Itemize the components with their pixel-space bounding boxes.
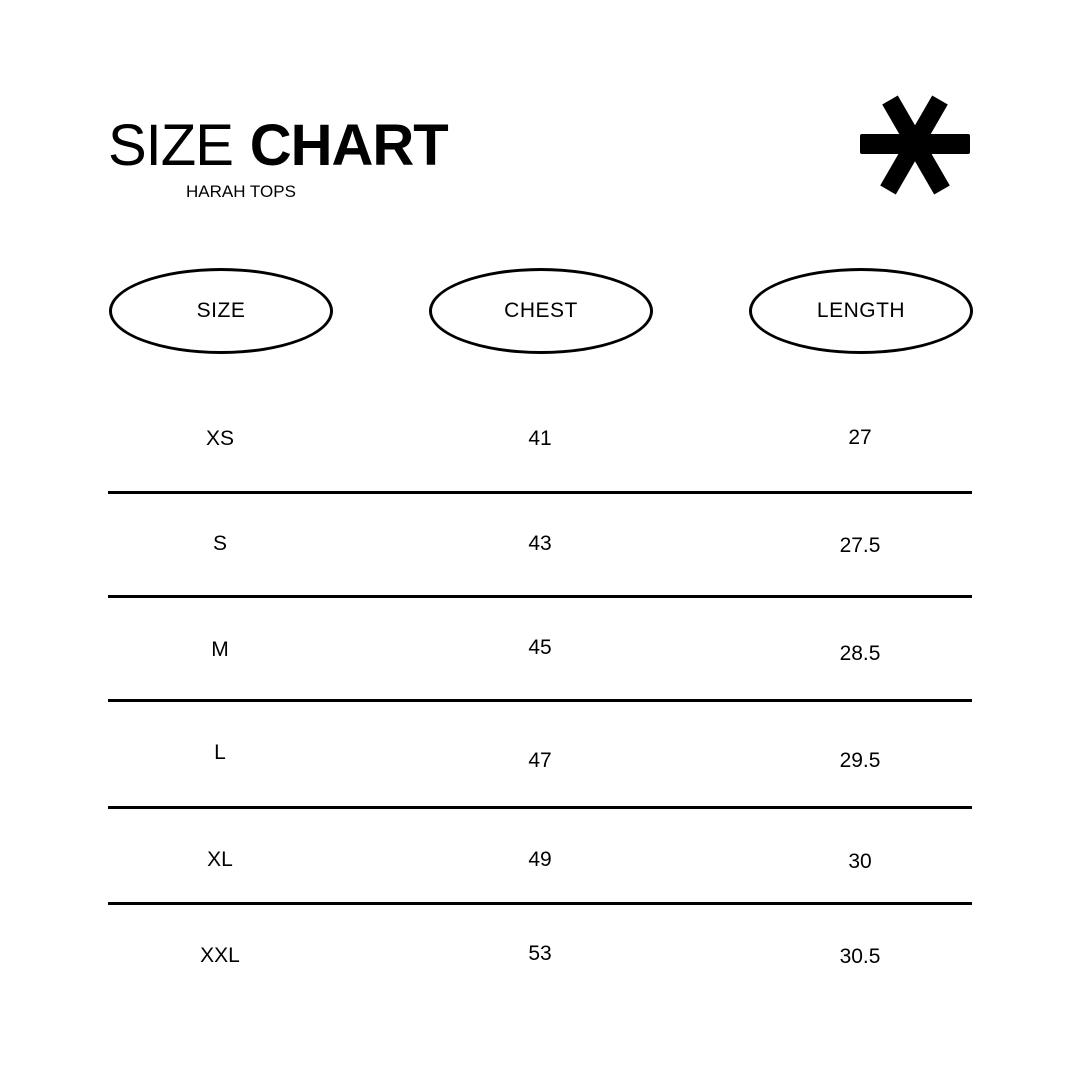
asterisk-icon [860, 95, 970, 195]
cell-chest: 47 [528, 749, 552, 772]
cell-chest: 41 [528, 427, 552, 450]
cell-chest: 53 [528, 942, 552, 965]
cell-size: XS [205, 427, 234, 450]
column-header-chest: CHEST [429, 268, 653, 354]
cell-size: XXL [200, 944, 240, 967]
cell-size: XL [207, 848, 233, 871]
title-bold: CHART [249, 113, 449, 178]
cell-size: S [212, 532, 227, 555]
row-divider [108, 491, 972, 494]
subtitle: HARAH TOPS [186, 182, 296, 201]
cell-length: 30.5 [839, 945, 881, 968]
column-header-size: SIZE [109, 268, 333, 354]
cell-chest: 49 [528, 848, 552, 871]
cell-length: 30 [848, 850, 872, 873]
row-divider [108, 902, 972, 905]
cell-length: 27.5 [839, 534, 881, 557]
cell-length: 28.5 [839, 642, 881, 665]
cell-length: 27 [848, 426, 872, 449]
row-divider [108, 595, 972, 598]
title-light: SIZE [108, 113, 234, 178]
cell-chest: 43 [528, 532, 552, 555]
row-divider [108, 806, 972, 809]
cell-size: L [214, 741, 226, 764]
cell-size: M [211, 638, 229, 661]
column-header-length: LENGTH [749, 268, 973, 354]
cell-length: 29.5 [839, 749, 881, 772]
page-title: SIZE CHART [108, 112, 449, 181]
row-divider [108, 699, 972, 702]
cell-chest: 45 [528, 636, 552, 659]
